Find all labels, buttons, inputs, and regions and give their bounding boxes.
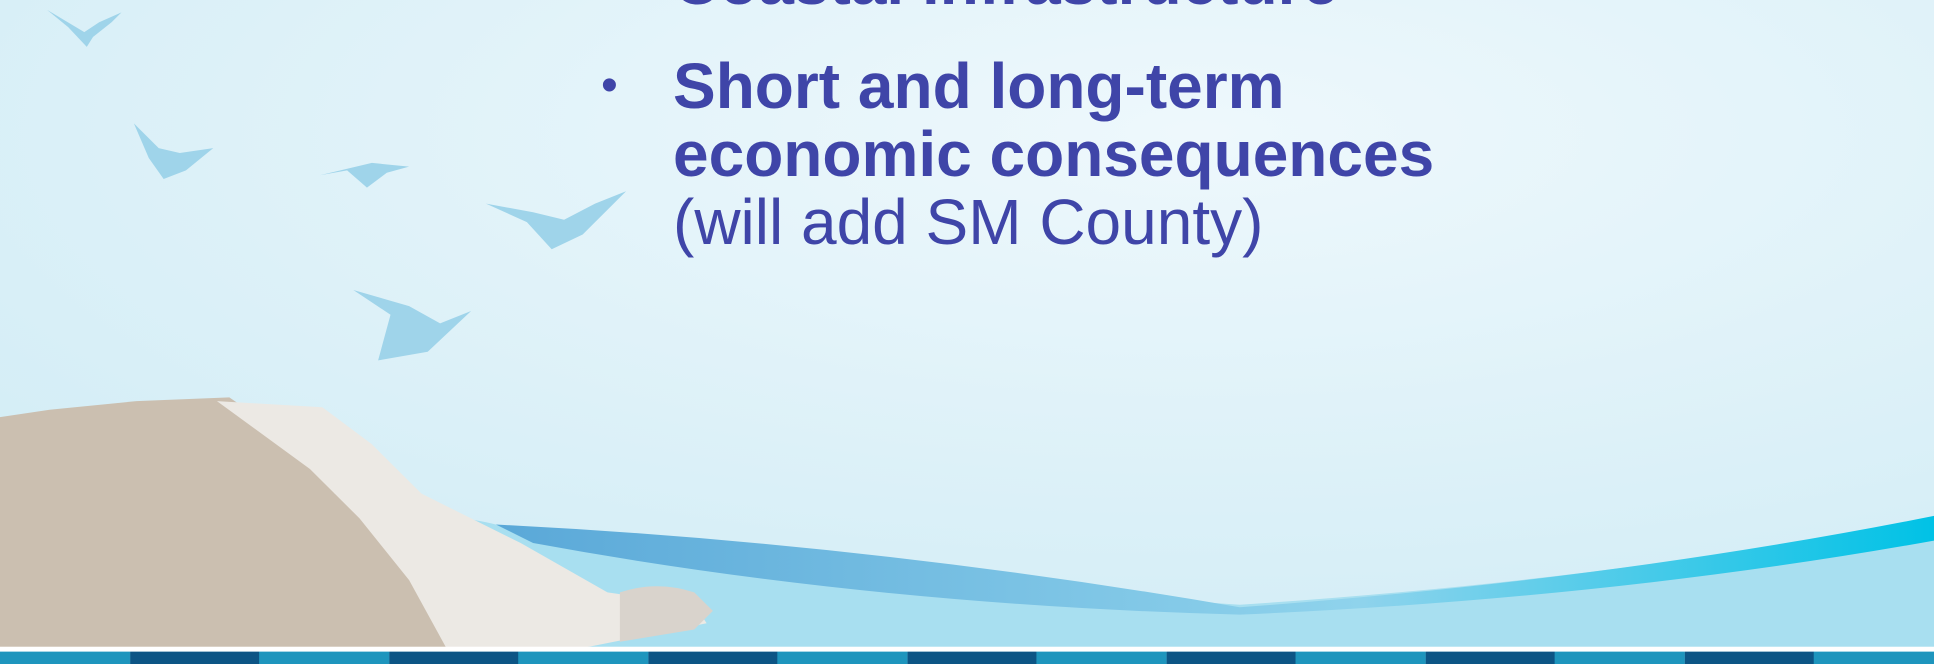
bullet-title: Coastal infrastructure (673, 0, 1493, 16)
slide: Coastal infrastructure Short and long-te… (0, 0, 1934, 664)
bullet: Short and long-term economic consequence… (673, 52, 1493, 256)
bullet-title: Short and long-term economic consequence… (673, 52, 1493, 188)
bullet-note: (will add SM County) (673, 188, 1493, 256)
bullet: Coastal infrastructure (673, 0, 1493, 16)
